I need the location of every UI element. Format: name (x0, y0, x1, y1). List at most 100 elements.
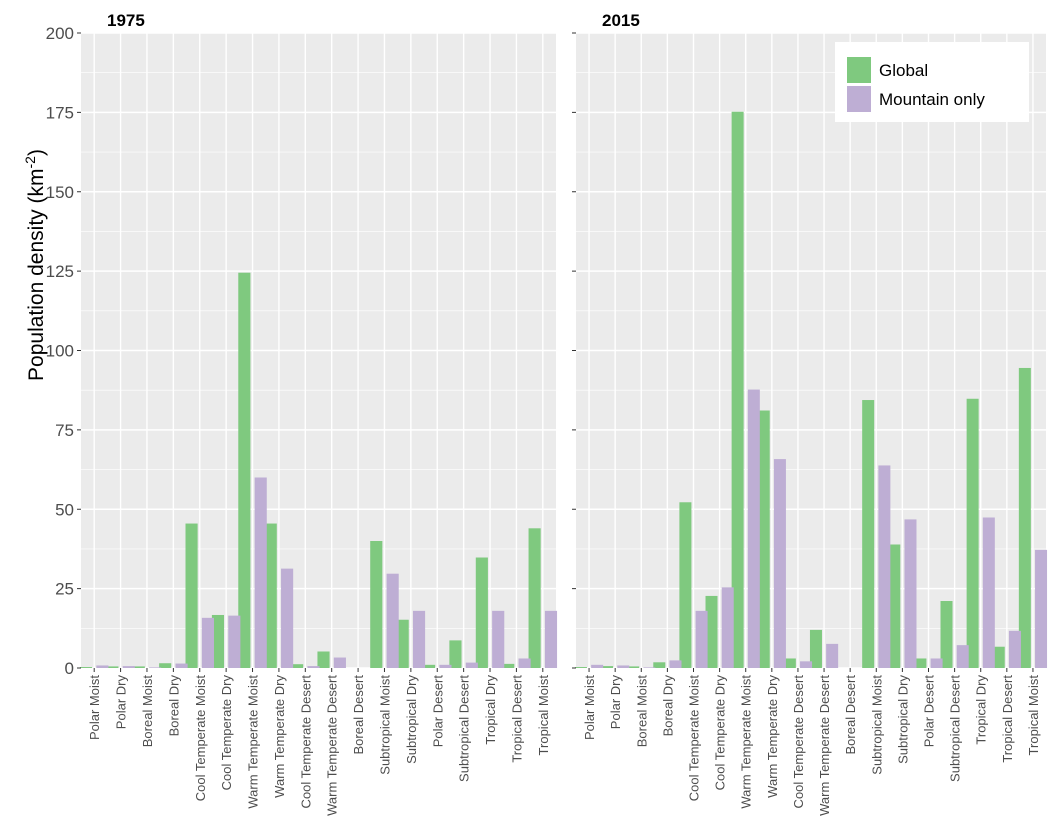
bar-global (627, 666, 640, 668)
y-tick-label: 0 (65, 659, 74, 678)
x-tick-label: Tropical Dry (974, 675, 989, 745)
x-tick-label: Cool Temperate Dry (219, 675, 234, 791)
bar-global (370, 541, 383, 668)
y-tick-label: 150 (46, 183, 74, 202)
bar-mountain-only (826, 643, 839, 668)
bar-global (966, 398, 979, 668)
y-axis-label: Population density (km-2) (22, 149, 48, 381)
bar-mountain-only (982, 517, 995, 668)
bar-mountain-only (149, 667, 162, 668)
chart-panels: 0 25 50 75 100 125 150 175 200 Polar Moist Polar D… (46, 11, 1048, 816)
x-tick-label: Subtropical Desert (948, 675, 963, 782)
x-tick-label: Polar Desert (922, 675, 937, 748)
bar-mountain-only (386, 573, 399, 668)
x-tick-label: Boreal Desert (843, 675, 858, 755)
bar-mountain-only (492, 610, 505, 668)
bar-mountain-only (412, 610, 426, 668)
bar-mountain-only (721, 587, 734, 668)
bar-global (731, 111, 744, 669)
legend-swatch (847, 57, 871, 83)
y-tick-label: 175 (46, 103, 74, 122)
x-tick-label: Cool Temperate Dry (713, 675, 728, 791)
x-tick-label: Subtropical Dry (895, 675, 910, 764)
x-tick-label: Tropical Moist (536, 675, 551, 756)
x-tick-label: Boreal Dry (660, 675, 675, 737)
bar-global (992, 646, 1005, 668)
bar-global (705, 595, 718, 668)
bar-global (940, 601, 953, 668)
bar-global (528, 528, 541, 668)
bar-mountain-only (1035, 549, 1048, 668)
bar-global (79, 667, 93, 668)
bar-mountain-only (695, 610, 708, 668)
bar-mountain-only (439, 664, 452, 668)
bar-mountain-only (747, 389, 760, 668)
bar-global (679, 502, 692, 668)
x-tick-label: Warm Temperate Dry (765, 675, 780, 798)
bar-global (396, 619, 409, 668)
x-tick-label: Polar Moist (582, 675, 597, 740)
bar-global (809, 629, 822, 668)
x-tick-label: Boreal Moist (140, 675, 155, 748)
bar-global (574, 667, 587, 668)
y-tick-label: 100 (46, 342, 74, 361)
y-tick-label: 25 (55, 580, 74, 599)
x-tick-label: Cool Temperate Moist (687, 675, 702, 802)
bar-mountain-only (904, 519, 917, 668)
y-tick-label: 200 (46, 24, 74, 43)
x-tick-label: Polar Moist (87, 675, 102, 740)
x-tick-label: Boreal Desert (351, 675, 366, 755)
x-tick-label: Boreal Moist (634, 675, 649, 748)
bar-global (291, 664, 304, 668)
bar-global (757, 410, 770, 668)
x-tick-label: Tropical Desert (1000, 675, 1015, 763)
bar-global (132, 666, 145, 668)
bar-mountain-only (333, 657, 346, 668)
x-tick-label: Subtropical Dry (404, 675, 419, 764)
x-tick-label: Polar Desert (430, 675, 445, 748)
bar-global (601, 666, 614, 668)
bar-mountain-only (307, 666, 320, 668)
bar-global (449, 640, 462, 668)
legend: Global Mountain only (835, 42, 1029, 122)
bar-mountain-only (773, 459, 786, 668)
bar-global (211, 614, 225, 668)
y-tick-label: 75 (55, 421, 74, 440)
x-tick-label: Polar Dry (608, 675, 623, 730)
bar-global (185, 523, 198, 668)
x-tick-label: Tropical Dry (483, 675, 498, 745)
x-tick-label: Tropical Moist (1026, 675, 1041, 756)
bar-mountain-only (669, 660, 682, 668)
bar-mountain-only (228, 615, 241, 668)
bar-mountain-only (617, 665, 630, 668)
bar-global (264, 523, 277, 668)
x-tick-label: Cool Temperate Moist (193, 675, 208, 802)
bar-global (423, 664, 436, 668)
bar-mountain-only (544, 610, 558, 668)
x-tick-label: Boreal Dry (166, 675, 181, 737)
y-tick-label: 50 (55, 500, 74, 519)
y-tick-label: 125 (46, 262, 74, 281)
bar-mountain-only (956, 645, 969, 668)
bar-global (862, 400, 875, 668)
x-tick-label: Warm Temperate Desert (325, 675, 340, 816)
bar-mountain-only (1008, 630, 1021, 668)
bar-mountain-only (96, 665, 109, 668)
panel-title: 1975 (107, 11, 145, 30)
bar-mountain-only (201, 617, 214, 668)
x-tick-label: Subtropical Moist (869, 675, 884, 775)
bar-global (914, 658, 927, 668)
x-tick-label: Warm Temperate Moist (739, 675, 754, 809)
x-tick-label: Warm Temperate Dry (272, 675, 287, 798)
x-tick-label: Cool Temperate Desert (298, 675, 313, 809)
bar-mountain-only (254, 477, 267, 668)
bar-mountain-only (281, 568, 294, 668)
panel-1975: 0 25 50 75 100 125 150 175 200 Polar Moist Polar D… (46, 11, 558, 816)
bar-global (653, 662, 666, 668)
bar-mountain-only (930, 658, 943, 668)
bar-global (888, 544, 901, 668)
x-tick-label: Warm Temperate Moist (246, 675, 261, 809)
x-tick-label: Subtropical Moist (377, 675, 392, 775)
bar-global (1018, 367, 1031, 668)
